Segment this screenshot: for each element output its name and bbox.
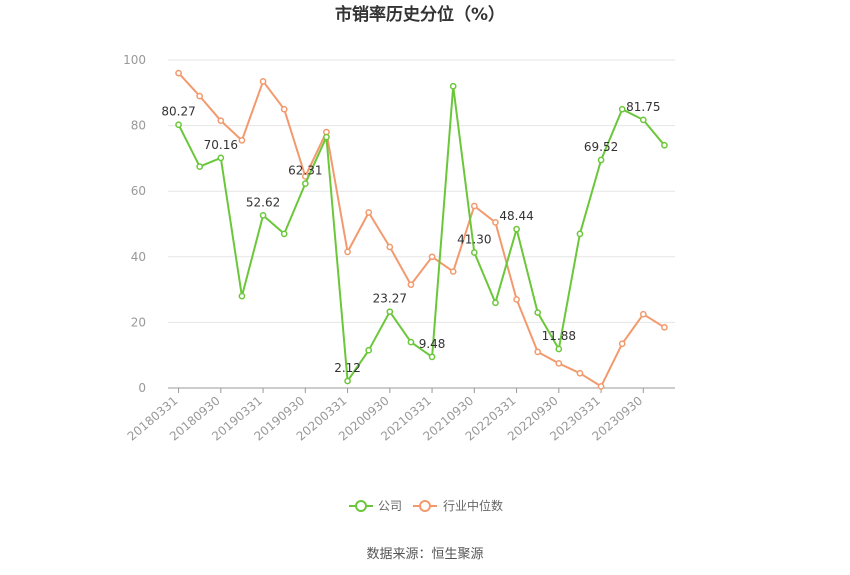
data-point — [280, 105, 288, 113]
data-point — [534, 348, 542, 356]
y-tick-label: 100 — [123, 53, 146, 67]
data-point — [259, 212, 267, 219]
data-point — [449, 268, 457, 275]
chart-title: 市销率历史分位（%） — [335, 4, 505, 25]
data-label: 70.16 — [204, 138, 238, 152]
data-point — [555, 345, 563, 353]
data-label-layer: 80.27 70.16 52.62 62.31 2.12 23.27 9.48 41.30 48… — [161, 100, 660, 375]
data-point — [492, 299, 499, 307]
y-tick-label: 60 — [131, 184, 146, 198]
data-point — [639, 116, 647, 124]
data-label: 48.44 — [499, 209, 533, 223]
data-label: 23.27 — [373, 292, 407, 306]
legend-label[interactable]: 行业中位数 — [443, 498, 503, 513]
data-label: 2.12 — [334, 361, 361, 375]
data-point — [386, 243, 394, 251]
source-note: 数据来源：恒生聚源 — [366, 547, 483, 562]
legend-marker[interactable] — [355, 500, 367, 512]
data-point — [492, 219, 499, 226]
data-point — [407, 338, 415, 346]
data-point — [428, 353, 436, 361]
series-line-0 — [177, 85, 666, 382]
data-point — [661, 323, 668, 331]
data-point — [259, 77, 267, 85]
grid-layer — [168, 59, 675, 323]
data-point — [618, 340, 626, 348]
data-label: 9.48 — [419, 337, 446, 351]
data-point — [597, 383, 605, 390]
data-point — [618, 105, 626, 113]
data-point — [217, 154, 225, 162]
data-point — [280, 230, 288, 238]
data-point — [470, 249, 478, 256]
y-tick-label: 80 — [131, 119, 146, 133]
data-label: 80.27 — [161, 105, 195, 119]
data-point — [513, 225, 520, 233]
data-point — [555, 360, 563, 367]
axis-layer: 0204060801002018033120180930201903312019… — [123, 53, 675, 444]
series-line-1 — [177, 72, 665, 388]
data-point — [365, 346, 373, 354]
data-point — [470, 202, 478, 210]
data-point — [661, 141, 668, 149]
legend-label[interactable]: 公司 — [378, 499, 402, 513]
y-tick-label: 20 — [131, 315, 146, 329]
data-point — [301, 180, 309, 187]
data-label: 11.88 — [542, 329, 576, 343]
data-point — [576, 230, 584, 238]
data-point — [639, 310, 647, 318]
data-point — [386, 308, 394, 316]
data-point — [344, 248, 351, 256]
series-layer — [175, 69, 668, 390]
y-tick-label: 40 — [131, 250, 146, 264]
data-point — [365, 209, 373, 216]
data-point — [428, 253, 436, 261]
data-point — [217, 117, 225, 125]
data-point — [175, 121, 182, 129]
data-point — [238, 137, 246, 144]
data-point — [196, 163, 204, 170]
data-point — [175, 69, 182, 77]
data-label: 41.30 — [457, 233, 491, 247]
legend-marker[interactable] — [419, 500, 431, 512]
data-point — [238, 292, 246, 300]
data-point — [513, 296, 520, 303]
legend[interactable]: 公司 行业中位数 — [349, 498, 503, 513]
data-label: 62.31 — [288, 164, 322, 178]
data-label: 52.62 — [246, 195, 280, 209]
data-point — [534, 309, 542, 316]
data-point — [196, 92, 204, 100]
data-point — [576, 369, 584, 377]
data-point — [449, 82, 457, 90]
data-point — [407, 281, 415, 289]
data-point — [323, 133, 330, 141]
y-tick-label: 0 — [138, 381, 146, 395]
data-label: 81.75 — [626, 100, 660, 114]
data-label: 69.52 — [584, 140, 618, 154]
data-point — [597, 156, 605, 164]
data-point — [344, 377, 351, 385]
